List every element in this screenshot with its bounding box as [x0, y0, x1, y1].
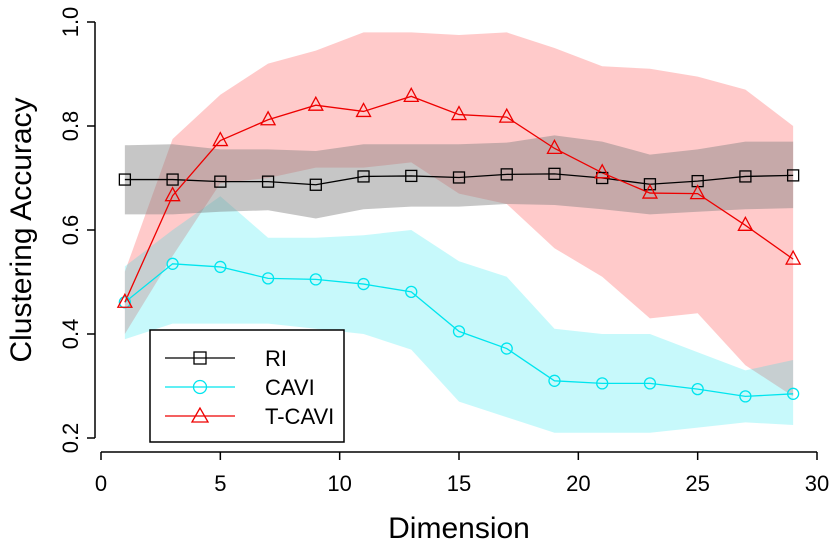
legend: RI CAVI T-CAVI [149, 329, 345, 443]
x-tick-label: 25 [685, 471, 709, 496]
point-t-cavi [641, 183, 659, 199]
point-ri [214, 175, 227, 188]
point-ri [786, 169, 800, 182]
x-tick-label: 20 [566, 471, 590, 496]
point-cavi [405, 285, 418, 299]
point-ri [739, 170, 752, 183]
y-ticks: 0.2 0.4 0.6 0.8 1.0 [58, 7, 95, 454]
y-tick-label: 0.6 [58, 215, 83, 246]
line-cavi [124, 263, 794, 398]
point-t-cavi [450, 105, 468, 121]
point-t-cavi [212, 131, 229, 147]
y-axis-label: Clustering Accuracy [5, 97, 38, 362]
point-t-cavi [785, 249, 802, 265]
band-t-cavi [124, 32, 794, 397]
point-ri [118, 173, 132, 186]
x-tick-label: 0 [95, 471, 107, 496]
x-tick-label: 10 [327, 471, 351, 496]
legend-circle-marker [192, 379, 208, 395]
point-ri [643, 178, 657, 191]
legend-box [149, 329, 345, 443]
point-cavi [166, 257, 179, 270]
x-ticks: 0 5 10 15 20 25 30 [95, 452, 829, 496]
point-cavi [548, 374, 561, 387]
point-t-cavi [737, 215, 754, 231]
point-t-cavi [164, 186, 181, 202]
legend-triangle-marker [190, 406, 210, 423]
point-t-cavi [116, 292, 133, 308]
point-cavi [309, 273, 322, 286]
y-tick-label: 0.8 [58, 111, 83, 142]
point-ri [357, 170, 370, 183]
series-lines [124, 95, 794, 398]
point-ri [405, 169, 418, 183]
point-t-cavi [403, 86, 420, 103]
x-tick-label: 5 [214, 471, 226, 496]
legend-label-ri: RI [265, 346, 287, 371]
legend-item-t-cavi: T-CAVI [165, 404, 334, 429]
legend-label-t-cavi: T-CAVI [265, 404, 334, 429]
point-cavi [500, 342, 513, 355]
line-t-cavi [124, 95, 794, 303]
point-t-cavi [498, 107, 515, 123]
legend-square-marker [193, 351, 207, 365]
point-ri [548, 167, 561, 180]
point-cavi [739, 390, 752, 403]
point-cavi [357, 277, 370, 291]
point-cavi [596, 377, 609, 390]
point-ri [309, 178, 322, 191]
point-ri [166, 173, 179, 186]
x-tick-label: 15 [447, 471, 471, 496]
point-cavi [214, 260, 227, 274]
point-t-cavi [307, 95, 324, 111]
legend-label-cavi: CAVI [265, 375, 315, 400]
point-cavi [261, 272, 275, 285]
point-t-cavi [546, 138, 563, 155]
y-tick-label: 1.0 [58, 7, 83, 38]
point-cavi [691, 382, 704, 396]
point-cavi [452, 325, 466, 338]
point-t-cavi [594, 163, 611, 179]
legend-item-ri: RI [165, 346, 287, 371]
point-ri [261, 175, 275, 188]
point-t-cavi [259, 110, 277, 126]
x-axis-label: Dimension [388, 512, 530, 545]
point-ri [500, 168, 513, 181]
point-cavi [786, 387, 800, 400]
line-ri [124, 173, 794, 186]
y-tick-label: 0.2 [58, 423, 83, 454]
point-t-cavi [689, 184, 706, 200]
x-tick-label: 30 [805, 471, 829, 496]
point-ri [452, 171, 466, 184]
legend-item-cavi: CAVI [165, 375, 315, 400]
point-t-cavi [355, 102, 372, 118]
series-markers [116, 86, 802, 403]
y-tick-label: 0.4 [58, 319, 83, 350]
band-cavi [124, 196, 794, 433]
point-cavi [643, 377, 657, 390]
